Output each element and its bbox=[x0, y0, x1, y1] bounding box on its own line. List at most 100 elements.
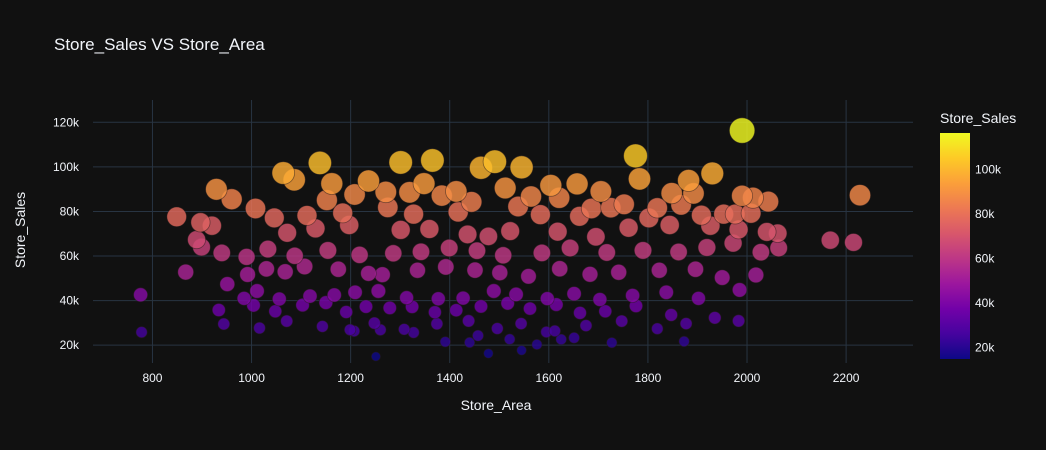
data-point bbox=[455, 290, 471, 306]
data-point bbox=[277, 223, 297, 243]
data-point bbox=[714, 269, 731, 286]
data-point bbox=[276, 263, 294, 281]
data-point bbox=[211, 303, 226, 317]
colorbar-ticks: 20k 40k 60k 80k 100k bbox=[975, 162, 1002, 354]
data-point bbox=[844, 233, 863, 252]
data-point bbox=[473, 299, 488, 314]
data-point bbox=[633, 241, 653, 260]
data-point bbox=[374, 266, 391, 283]
data-point bbox=[613, 193, 635, 215]
data-point bbox=[411, 242, 430, 261]
data-point bbox=[343, 183, 366, 206]
data-point bbox=[539, 291, 555, 306]
data-point bbox=[237, 248, 256, 266]
data-point bbox=[508, 286, 524, 302]
data-point bbox=[239, 266, 256, 283]
data-point bbox=[478, 226, 498, 246]
data-point bbox=[187, 230, 207, 250]
data-point bbox=[625, 288, 640, 303]
data-point bbox=[520, 185, 542, 208]
data-point bbox=[598, 304, 613, 319]
data-point bbox=[316, 320, 329, 333]
colorbar-gradient bbox=[940, 133, 970, 359]
data-point bbox=[332, 202, 354, 224]
data-point bbox=[370, 283, 386, 299]
data-point bbox=[687, 260, 704, 278]
y-tick-label: 100k bbox=[53, 160, 80, 174]
data-point bbox=[445, 180, 468, 203]
data-points bbox=[133, 117, 872, 362]
data-point bbox=[457, 224, 478, 244]
data-point bbox=[669, 242, 688, 261]
data-point bbox=[280, 314, 294, 328]
colorbar-tick-label: 40k bbox=[975, 296, 995, 310]
colorbar-title: Store_Sales bbox=[940, 110, 1016, 126]
data-point bbox=[610, 263, 627, 281]
data-point bbox=[628, 167, 652, 191]
data-point bbox=[302, 288, 318, 304]
data-point bbox=[677, 169, 700, 192]
data-point bbox=[462, 314, 476, 328]
data-point bbox=[504, 333, 516, 345]
colorbar-tick-label: 100k bbox=[975, 162, 1002, 176]
data-point bbox=[257, 260, 275, 278]
data-point bbox=[268, 304, 283, 319]
data-point bbox=[615, 314, 629, 328]
data-point bbox=[494, 246, 513, 265]
data-point bbox=[320, 172, 344, 195]
data-point bbox=[388, 150, 413, 175]
data-point bbox=[539, 174, 563, 197]
data-point bbox=[472, 329, 484, 342]
data-point bbox=[271, 291, 287, 307]
data-point bbox=[258, 240, 277, 259]
data-point bbox=[516, 345, 527, 356]
data-point bbox=[568, 331, 580, 344]
data-point bbox=[367, 316, 381, 330]
data-point bbox=[820, 230, 840, 250]
data-point bbox=[339, 305, 354, 319]
colorbar-tick-label: 80k bbox=[975, 207, 995, 221]
data-point bbox=[296, 205, 318, 226]
data-point bbox=[217, 317, 231, 331]
data-point bbox=[494, 176, 517, 200]
data-point bbox=[678, 335, 690, 347]
data-point bbox=[486, 283, 502, 299]
data-point bbox=[219, 276, 236, 292]
data-point bbox=[751, 243, 770, 262]
data-point bbox=[412, 172, 436, 195]
data-point bbox=[560, 238, 580, 258]
data-point bbox=[646, 197, 668, 219]
data-point bbox=[390, 220, 411, 240]
data-point bbox=[358, 299, 373, 314]
data-point bbox=[177, 263, 195, 281]
data-point bbox=[428, 305, 442, 320]
data-point bbox=[326, 287, 342, 303]
data-point bbox=[482, 149, 507, 174]
data-point bbox=[509, 155, 534, 180]
chart-title: Store_Sales VS Store_Area bbox=[54, 35, 265, 54]
x-tick-label: 1200 bbox=[337, 371, 364, 385]
x-tick-label: 2200 bbox=[833, 371, 860, 385]
x-tick-label: 1800 bbox=[635, 371, 662, 385]
data-point bbox=[135, 326, 148, 339]
axis-ticks: 800 1000 1200 1400 1600 1800 2000 2200 20k 40k 60k… bbox=[53, 115, 860, 385]
x-tick-label: 1400 bbox=[436, 371, 463, 385]
data-point bbox=[623, 143, 648, 169]
data-point bbox=[190, 212, 211, 233]
data-point bbox=[491, 322, 504, 335]
data-point bbox=[374, 180, 397, 204]
data-point bbox=[551, 260, 569, 278]
data-point bbox=[264, 207, 285, 229]
data-point bbox=[606, 337, 618, 349]
data-point bbox=[731, 282, 748, 298]
colorbar: Store_Sales 20k 40k 60k 80k 100k bbox=[940, 110, 1016, 359]
data-point bbox=[548, 221, 568, 242]
data-point bbox=[658, 284, 674, 300]
data-point bbox=[747, 266, 765, 284]
data-point bbox=[398, 323, 411, 336]
data-point bbox=[329, 260, 347, 278]
data-point bbox=[514, 317, 528, 330]
data-point bbox=[403, 203, 424, 225]
data-point bbox=[581, 266, 599, 283]
data-point bbox=[271, 161, 296, 185]
